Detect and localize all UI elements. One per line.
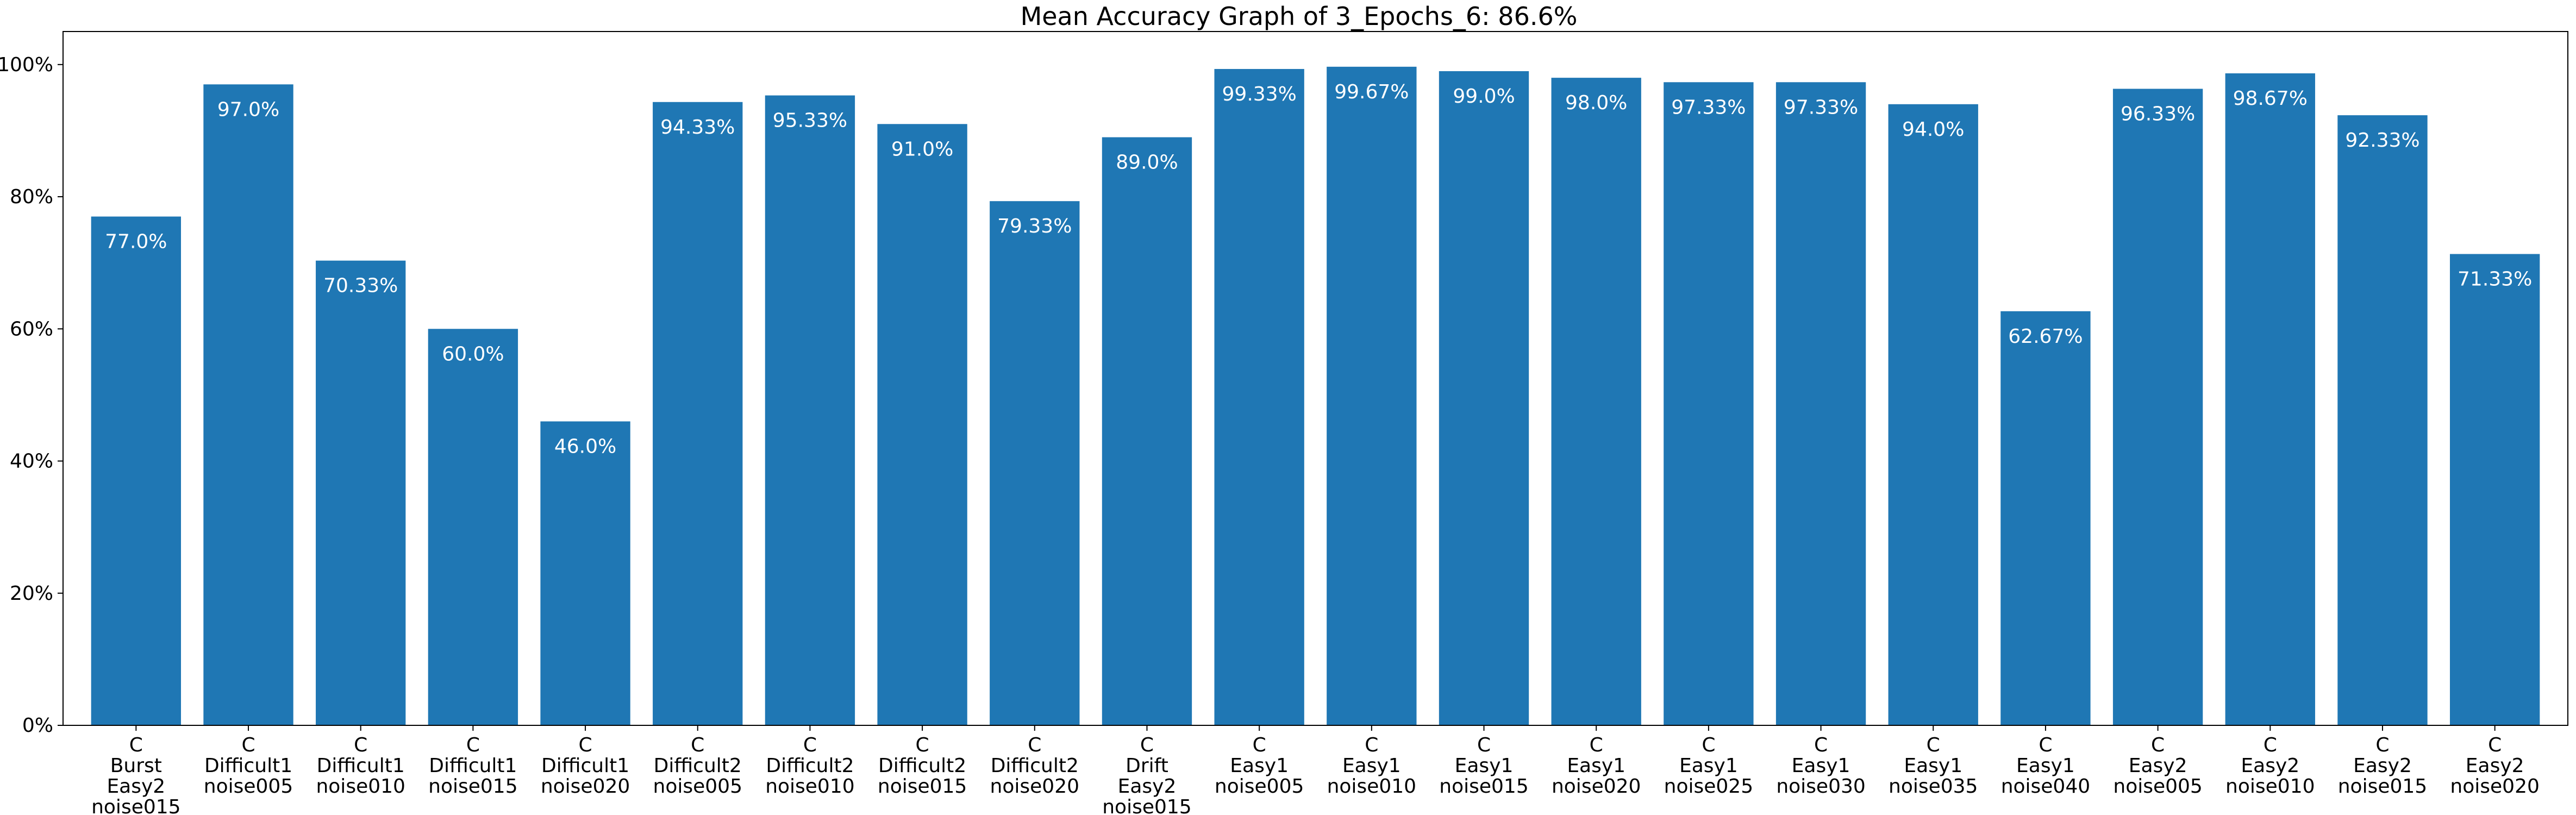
x-tick-label: C Easy2 noise015: [2338, 734, 2427, 798]
x-tick-label: C Easy1 noise015: [1439, 734, 1528, 798]
bar: [990, 201, 1080, 725]
x-tick-label: C Easy1 noise030: [1776, 734, 1865, 798]
bar: [316, 260, 406, 726]
bar-value-label: 70.33%: [323, 275, 398, 297]
bar-value-label: 46.0%: [554, 436, 616, 458]
x-tick-label: C Easy1 noise005: [1215, 734, 1304, 798]
y-axis: 0% 20% 40% 60% 80% 100%: [0, 54, 63, 737]
bar-value-label: 60.0%: [442, 343, 504, 365]
bar: [540, 421, 630, 725]
bar-value-label: 97.33%: [1671, 96, 1746, 118]
bar-value-label: 92.33%: [2345, 129, 2419, 152]
bar: [1775, 82, 1866, 725]
x-axis: C Burst Easy2 noise015 C Difficult1 noise005 C D…: [91, 725, 2540, 815]
bar: [765, 95, 855, 726]
bar-value-label: 98.67%: [2233, 87, 2308, 110]
x-tick-label: C Difficult2 noise015: [878, 734, 967, 798]
x-tick-label: C Difficult1 noise005: [204, 734, 293, 798]
bar: [1214, 68, 1304, 725]
x-tick-label: C Difficult2 noise010: [765, 734, 854, 798]
bar-value-label: 89.0%: [1116, 152, 1178, 174]
bar: [2225, 73, 2315, 725]
y-tick-label: 20%: [10, 582, 53, 605]
y-tick-label: 0%: [22, 714, 53, 737]
bar: [1439, 71, 1529, 725]
bar: [2337, 115, 2428, 726]
bar: [1551, 78, 1641, 726]
bar-value-label: 97.33%: [1784, 96, 1858, 118]
bar: [91, 216, 182, 725]
x-tick-label: C Difficult2 noise005: [653, 734, 742, 798]
bar: [1664, 82, 1754, 725]
bar: [1327, 66, 1417, 725]
bar-value-label: 62.67%: [2008, 325, 2083, 348]
bar-value-label: 77.0%: [105, 231, 167, 253]
bar: [203, 84, 293, 725]
bar-value-label: 94.0%: [1902, 118, 1964, 141]
x-tick-label: C Drift Easy2 noise015: [1102, 734, 1191, 815]
bar: [1888, 104, 1978, 725]
x-tick-label: C Difficult1 noise015: [428, 734, 517, 798]
bar-value-label: 91.0%: [891, 138, 953, 160]
bar-value-label: 96.33%: [2121, 103, 2195, 125]
x-tick-label: C Easy1 noise020: [1552, 734, 1641, 798]
bar: [428, 329, 518, 725]
x-tick-label: C Easy2 noise020: [2450, 734, 2539, 798]
value-labels: 77.0% 97.0% 70.33% 60.0% 46.0% 94.33% 95.33% 91…: [105, 81, 2532, 458]
bar-value-label: 95.33%: [773, 110, 847, 132]
bar-value-label: 94.33%: [660, 116, 735, 139]
bar-value-label: 99.67%: [1334, 81, 1409, 103]
bar-value-label: 99.0%: [1453, 85, 1515, 108]
bar: [2112, 89, 2203, 725]
y-tick-label: 60%: [10, 318, 53, 340]
bar: [653, 102, 743, 725]
x-tick-label: C Easy2 noise005: [2113, 734, 2202, 798]
bar-value-label: 99.33%: [1222, 83, 1297, 105]
x-tick-label: C Difficult1 noise010: [316, 734, 405, 798]
bar-value-label: 98.0%: [1565, 92, 1627, 114]
y-tick-label: 100%: [0, 54, 53, 76]
bar: [1102, 137, 1192, 726]
x-tick-label: C Burst Easy2 noise015: [91, 734, 180, 815]
bar: [2449, 254, 2540, 725]
bar: [2000, 311, 2091, 725]
bar-value-label: 97.0%: [217, 98, 279, 121]
bars: [91, 66, 2540, 726]
x-tick-label: C Easy1 noise010: [1327, 734, 1416, 798]
x-tick-label: C Easy1 noise040: [2001, 734, 2090, 798]
plot-frame: [62, 31, 2568, 726]
bar-value-label: 71.33%: [2458, 268, 2532, 290]
chart-title: Mean Accuracy Graph of 3_Epochs_6: 86.6%: [1021, 2, 1578, 31]
bar-value-label: 79.33%: [997, 215, 1072, 237]
x-tick-label: C Difficult1 noise020: [541, 734, 630, 798]
x-tick-label: C Easy2 noise010: [2225, 734, 2315, 798]
x-tick-label: C Easy1 noise035: [1889, 734, 1978, 798]
bar: [877, 124, 967, 726]
x-tick-label: C Difficult2 noise020: [990, 734, 1079, 798]
y-tick-label: 80%: [10, 186, 53, 208]
x-tick-label: C Easy1 noise025: [1664, 734, 1753, 798]
y-tick-label: 40%: [10, 450, 53, 473]
